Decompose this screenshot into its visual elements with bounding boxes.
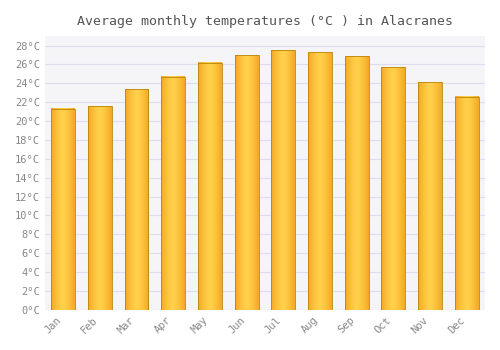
Bar [418, 82, 442, 310]
Bar [198, 63, 222, 310]
Bar [308, 52, 332, 310]
Title: Average monthly temperatures (°C ) in Alacranes: Average monthly temperatures (°C ) in Al… [77, 15, 453, 28]
Bar [382, 67, 405, 310]
Bar [272, 50, 295, 310]
Bar [344, 56, 368, 310]
Bar [52, 109, 75, 310]
Bar [124, 89, 148, 310]
Bar [234, 55, 258, 310]
Bar [162, 77, 185, 310]
Bar [88, 106, 112, 310]
Bar [454, 97, 478, 310]
